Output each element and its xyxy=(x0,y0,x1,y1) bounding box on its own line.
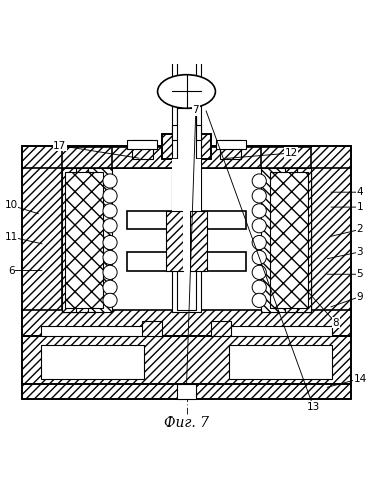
Text: 12: 12 xyxy=(284,148,298,158)
Circle shape xyxy=(103,174,117,188)
Bar xyxy=(112,148,261,168)
Text: 10: 10 xyxy=(4,200,18,210)
Circle shape xyxy=(103,266,117,280)
Bar xyxy=(216,140,246,149)
Circle shape xyxy=(252,174,266,188)
Circle shape xyxy=(103,204,117,218)
Bar xyxy=(297,168,311,312)
Text: 9: 9 xyxy=(357,292,363,302)
Circle shape xyxy=(103,280,117,294)
Bar xyxy=(162,134,211,158)
Bar xyxy=(41,326,144,336)
Bar xyxy=(172,125,201,140)
Bar xyxy=(132,140,153,158)
Bar xyxy=(211,321,231,336)
Text: 14: 14 xyxy=(353,374,367,384)
Bar xyxy=(22,384,351,399)
Text: 17: 17 xyxy=(53,140,66,150)
Bar xyxy=(220,140,241,158)
Bar xyxy=(22,384,351,399)
Text: 6: 6 xyxy=(8,266,15,276)
Bar xyxy=(41,345,144,378)
Circle shape xyxy=(252,218,266,233)
Bar xyxy=(190,211,207,270)
Bar xyxy=(166,211,183,270)
Bar xyxy=(172,158,201,211)
Text: Фиг. 7: Фиг. 7 xyxy=(164,416,209,430)
Text: 5: 5 xyxy=(357,269,363,279)
Bar xyxy=(311,150,351,336)
Bar xyxy=(285,168,311,312)
Bar xyxy=(177,92,196,108)
Bar xyxy=(62,168,76,312)
Circle shape xyxy=(252,280,266,294)
Bar xyxy=(172,62,201,312)
Bar xyxy=(142,321,162,336)
Circle shape xyxy=(252,250,266,264)
Circle shape xyxy=(103,294,117,308)
Circle shape xyxy=(252,204,266,218)
Bar xyxy=(177,384,196,399)
Circle shape xyxy=(252,294,266,308)
Bar xyxy=(127,140,157,149)
Circle shape xyxy=(252,189,266,203)
Bar xyxy=(270,172,308,308)
Bar xyxy=(22,336,351,386)
Bar xyxy=(127,252,246,270)
Bar xyxy=(62,168,112,312)
Bar xyxy=(62,148,311,168)
Circle shape xyxy=(252,266,266,280)
Bar xyxy=(229,326,332,336)
Bar xyxy=(22,310,351,336)
Bar xyxy=(127,211,246,230)
Bar xyxy=(22,146,351,336)
Bar xyxy=(62,168,88,312)
Bar xyxy=(229,345,332,378)
Circle shape xyxy=(103,189,117,203)
Circle shape xyxy=(103,218,117,233)
Bar xyxy=(65,172,103,308)
Circle shape xyxy=(103,250,117,264)
Text: 7: 7 xyxy=(192,105,199,115)
Text: 4: 4 xyxy=(357,187,363,197)
Text: 1: 1 xyxy=(357,202,363,212)
Text: 11: 11 xyxy=(4,232,18,242)
Bar xyxy=(22,150,62,336)
Circle shape xyxy=(103,236,117,250)
Bar xyxy=(177,60,196,310)
Text: 13: 13 xyxy=(307,402,320,411)
Bar xyxy=(22,336,351,386)
Bar xyxy=(183,211,190,270)
Circle shape xyxy=(252,236,266,250)
Bar xyxy=(22,146,351,168)
Ellipse shape xyxy=(157,74,216,108)
Bar xyxy=(177,102,196,125)
Bar xyxy=(261,168,311,312)
Bar xyxy=(162,134,211,158)
Text: 3: 3 xyxy=(357,247,363,257)
Text: 8: 8 xyxy=(332,318,339,328)
Text: 2: 2 xyxy=(357,224,363,234)
